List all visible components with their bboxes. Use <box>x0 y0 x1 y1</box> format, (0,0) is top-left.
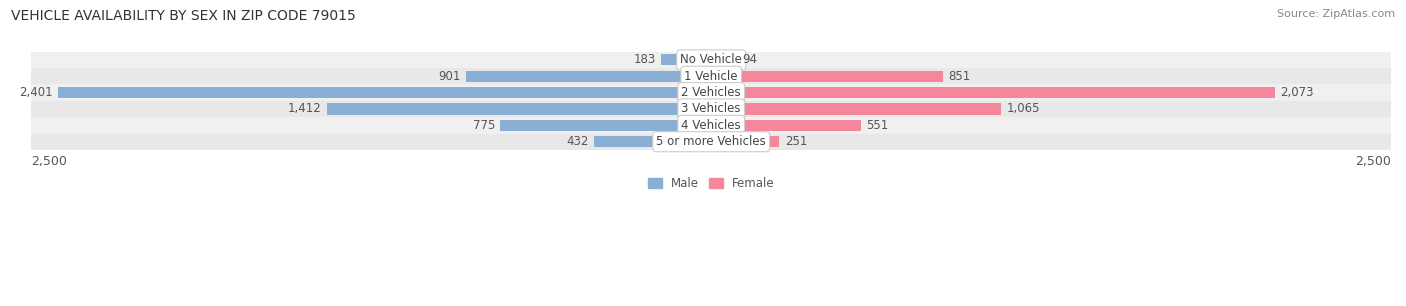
Text: 2,401: 2,401 <box>20 86 53 99</box>
Bar <box>31 84 1391 101</box>
Text: 1 Vehicle: 1 Vehicle <box>685 70 738 83</box>
Legend: Male, Female: Male, Female <box>643 173 779 195</box>
Text: Source: ZipAtlas.com: Source: ZipAtlas.com <box>1277 9 1395 19</box>
Text: 251: 251 <box>785 135 807 148</box>
Bar <box>31 117 1391 133</box>
Bar <box>467 71 711 82</box>
Text: 2,500: 2,500 <box>31 155 67 168</box>
Text: 775: 775 <box>472 119 495 132</box>
Text: 901: 901 <box>439 70 461 83</box>
Bar <box>31 52 1391 68</box>
Bar <box>711 136 779 147</box>
Bar <box>31 68 1391 84</box>
Bar <box>711 87 1275 98</box>
Bar <box>58 87 711 98</box>
Text: 2,500: 2,500 <box>1355 155 1391 168</box>
Bar <box>711 54 737 65</box>
Text: 432: 432 <box>567 135 588 148</box>
Bar <box>31 101 1391 117</box>
Bar <box>31 133 1391 150</box>
Text: 551: 551 <box>866 119 889 132</box>
Text: 1,065: 1,065 <box>1007 103 1039 115</box>
Bar <box>711 120 860 131</box>
Text: No Vehicle: No Vehicle <box>681 54 742 66</box>
Text: 2 Vehicles: 2 Vehicles <box>682 86 741 99</box>
Text: 3 Vehicles: 3 Vehicles <box>682 103 741 115</box>
Bar <box>501 120 711 131</box>
Text: 2,073: 2,073 <box>1281 86 1313 99</box>
Text: 5 or more Vehicles: 5 or more Vehicles <box>657 135 766 148</box>
Text: 4 Vehicles: 4 Vehicles <box>682 119 741 132</box>
Bar <box>661 54 711 65</box>
Bar <box>593 136 711 147</box>
Text: 1,412: 1,412 <box>288 103 322 115</box>
Bar <box>328 103 711 114</box>
Text: VEHICLE AVAILABILITY BY SEX IN ZIP CODE 79015: VEHICLE AVAILABILITY BY SEX IN ZIP CODE … <box>11 9 356 23</box>
Text: 851: 851 <box>948 70 970 83</box>
Text: 94: 94 <box>742 54 758 66</box>
Bar <box>711 103 1001 114</box>
Text: 183: 183 <box>634 54 657 66</box>
Bar <box>711 71 942 82</box>
